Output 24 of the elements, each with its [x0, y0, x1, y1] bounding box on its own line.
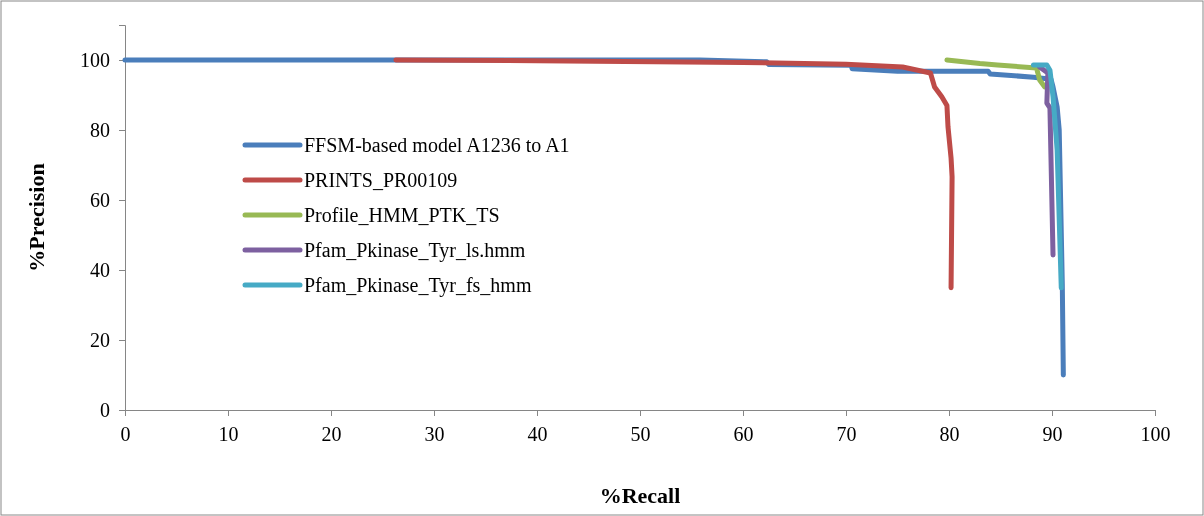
y-tick-label: 40: [90, 258, 110, 281]
y-tick-label: 20: [90, 328, 110, 351]
x-tick-label: 0: [120, 423, 131, 445]
x-tick-label: 80: [939, 423, 960, 445]
x-tick-label: 20: [321, 423, 342, 445]
x-tick-label: 90: [1042, 423, 1063, 445]
legend-label: PRINTS_PR00109: [304, 169, 458, 191]
x-axis-title: %Recall: [599, 483, 681, 508]
x-tick-label: 50: [630, 423, 651, 445]
x-tick-label: 70: [836, 423, 857, 445]
y-axis-title: %Precision: [24, 163, 49, 272]
y-tick-label: 60: [90, 188, 110, 211]
x-tick-label: 100: [1140, 423, 1171, 445]
y-tick-label: 100: [80, 48, 110, 71]
legend-label: Profile_HMM_PTK_TS: [304, 204, 500, 226]
y-tick-label: 0: [100, 398, 110, 421]
y-tick-label: 80: [90, 118, 110, 141]
legend-label: Pfam_Pkinase_Tyr_ls.hmm: [304, 239, 526, 262]
x-tick-label: 10: [218, 423, 239, 445]
x-tick-label: 60: [733, 423, 754, 445]
x-tick-label: 30: [424, 423, 445, 445]
legend-label: FFSM-based model A1236 to A1: [304, 134, 570, 156]
legend-label: Pfam_Pkinase_Tyr_fs_hmm: [304, 274, 532, 297]
x-tick-label: 40: [527, 423, 548, 445]
